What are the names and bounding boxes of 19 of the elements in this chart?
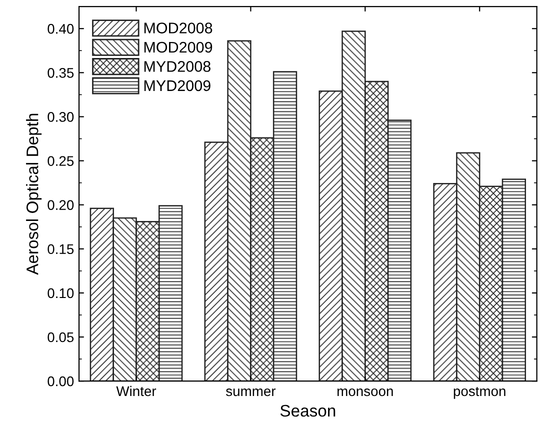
legend-label: MOD2009 [144,42,212,53]
x-tick-label: monsoon [338,388,393,396]
y-tick-label: 0.40 [48,24,74,34]
x-tick-label: postmon [454,387,506,399]
y-tick-label: 0.35 [48,68,74,78]
y-tick-label: 0.05 [48,332,74,342]
legend-label: MOD2008 [144,22,212,34]
y-tick-label: 0.30 [48,112,74,122]
x-tick-label: Winter [116,386,156,396]
y-tick-label: 0.10 [48,288,74,298]
legend-label: MYD2008 [144,61,210,72]
x-axis-title: Season [280,404,336,417]
legend-label: MYD2009 [144,80,210,92]
y-tick-label: 0.20 [48,200,74,210]
y-tick-label: 0.25 [48,156,74,166]
y-tick-label: 0.00 [48,376,74,386]
x-tick-label: summer [226,388,276,396]
y-axis-title: Aerosol Optical Depth [26,114,42,275]
y-tick-label: 0.15 [48,244,74,254]
